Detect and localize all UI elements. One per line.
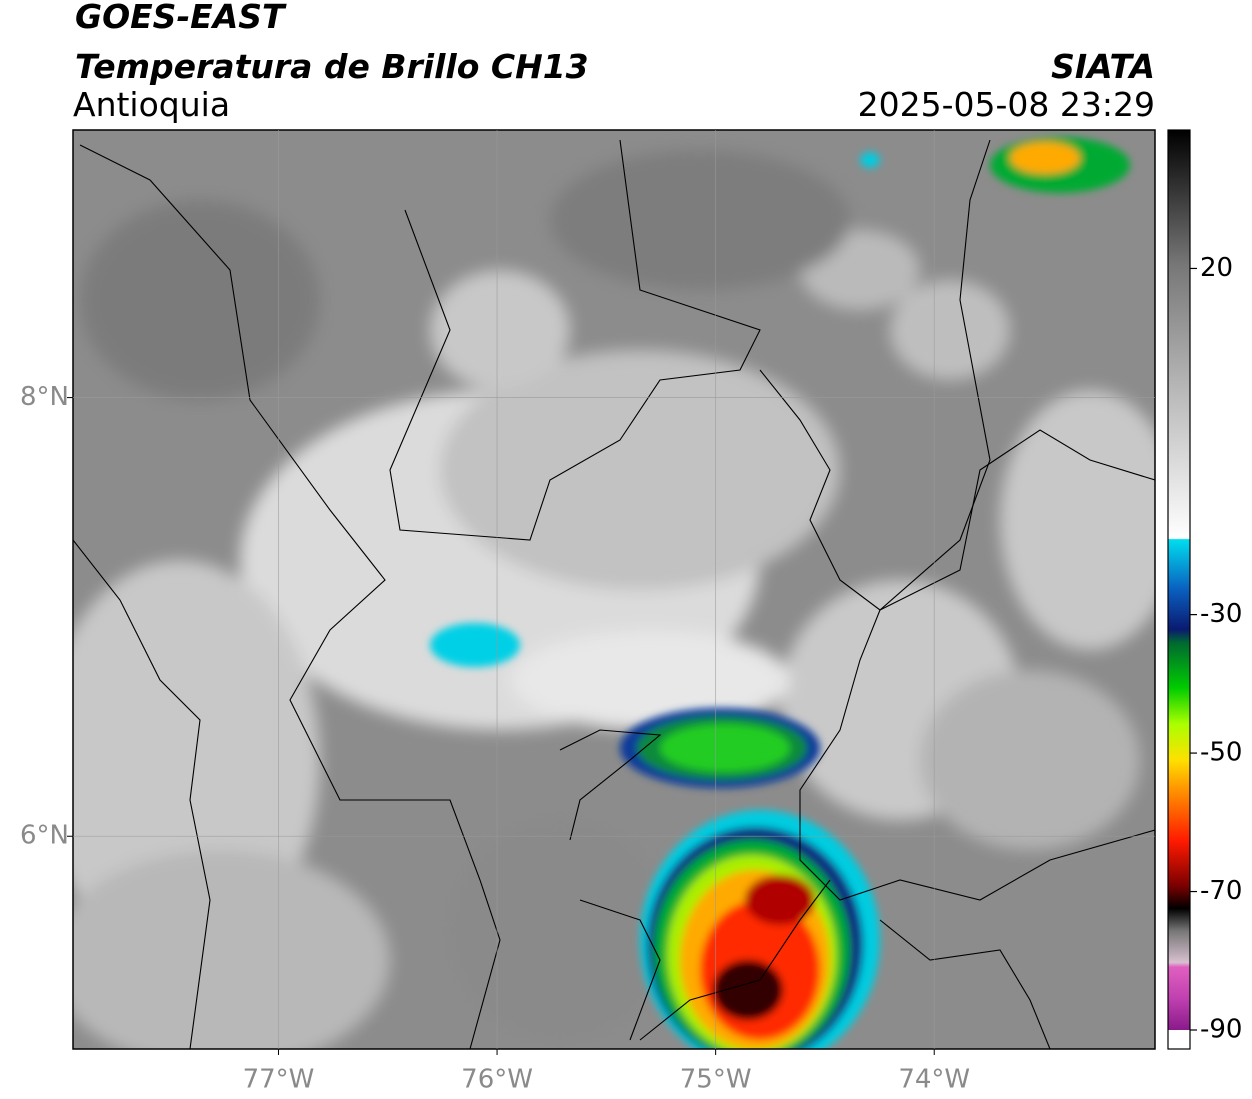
- lon-tick-label: 76°W: [461, 1065, 533, 1095]
- borders: [73, 139, 1155, 1049]
- lon-tick-label: 77°W: [243, 1065, 315, 1095]
- colorbar-frame: [1167, 129, 1191, 1050]
- colorbar-tick-label: 20: [1200, 253, 1233, 283]
- source: SIATA: [1051, 47, 1155, 86]
- lon-tick-label: 75°W: [680, 1065, 752, 1095]
- lon-tick-label: 74°W: [898, 1065, 970, 1095]
- colorbar-tick-label: -50: [1200, 738, 1242, 768]
- colorbar-under: [1168, 1030, 1190, 1049]
- title: GOES-EAST: [75, 0, 287, 36]
- lat-tick-label: 8°N: [20, 382, 69, 412]
- lat-tick-label: 6°N: [20, 821, 69, 851]
- colorbar-tick-label: -70: [1200, 876, 1242, 906]
- colorbar-tick-label: -90: [1200, 1015, 1242, 1045]
- satellite-image: [73, 130, 1155, 1049]
- subtitle: Temperatura de Brillo CH13: [75, 47, 589, 86]
- region: Antioquia: [73, 85, 230, 124]
- colorbar-tick-label: -30: [1200, 599, 1242, 629]
- datetime: 2025-05-08 23:29: [858, 85, 1155, 124]
- colorbar: [1168, 130, 1190, 1030]
- graticule: [67, 130, 1155, 1055]
- map-frame: [72, 129, 1156, 1050]
